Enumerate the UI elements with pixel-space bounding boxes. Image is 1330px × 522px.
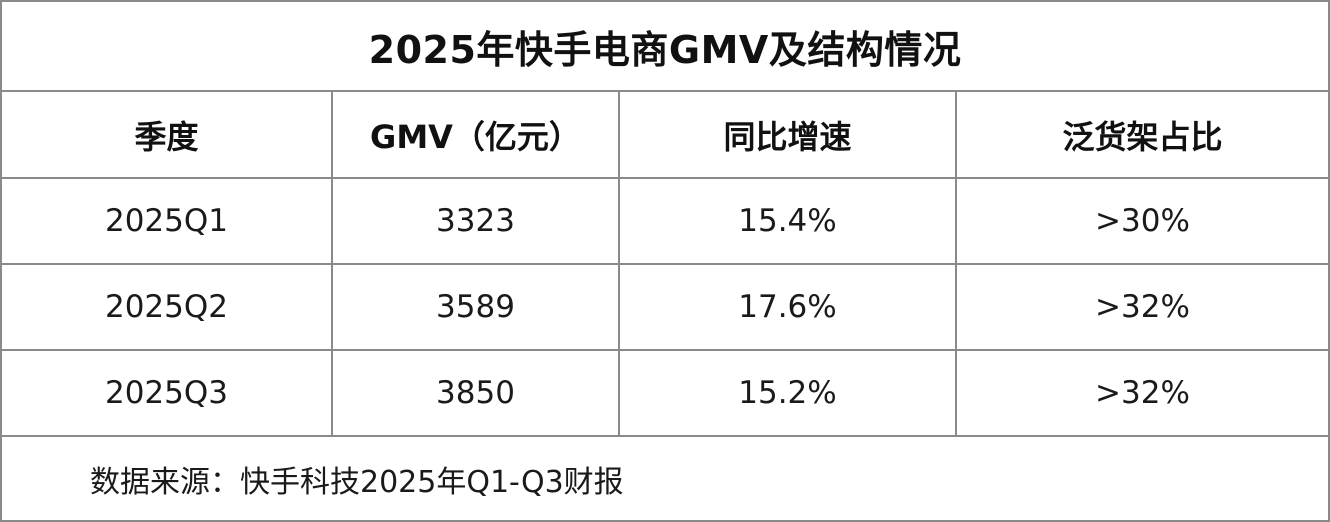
cell-yoy-growth: 17.6%	[619, 264, 957, 351]
cell-yoy-growth: 15.4%	[619, 178, 957, 265]
gmv-table: 季度 GMV（亿元） 同比增速 泛货架占比 2025Q1 3323 15.4% …	[2, 92, 1328, 437]
header-quarter: 季度	[2, 92, 333, 179]
cell-shelf-share: >30%	[956, 178, 1328, 265]
table-row: 2025Q1 3323 15.4% >30%	[2, 178, 1328, 265]
table-row: 2025Q3 3850 15.2% >32%	[2, 350, 1328, 437]
cell-shelf-share: >32%	[956, 264, 1328, 351]
cell-quarter: 2025Q2	[2, 264, 333, 351]
header-gmv: GMV（亿元）	[332, 92, 620, 179]
cell-quarter: 2025Q3	[2, 350, 333, 437]
table-row: 2025Q2 3589 17.6% >32%	[2, 264, 1328, 351]
cell-yoy-growth: 15.2%	[619, 350, 957, 437]
cell-shelf-share: >32%	[956, 350, 1328, 437]
cell-quarter: 2025Q1	[2, 178, 333, 265]
data-source-note: 数据来源：快手科技2025年Q1-Q3财报	[90, 464, 624, 500]
cell-gmv: 3323	[332, 178, 620, 265]
table-title: 2025年快手电商GMV及结构情况	[2, 2, 1328, 92]
cell-gmv: 3850	[332, 350, 620, 437]
header-shelf-share: 泛货架占比	[956, 92, 1328, 179]
header-row: 季度 GMV（亿元） 同比增速 泛货架占比	[2, 92, 1328, 179]
header-yoy-growth: 同比增速	[619, 92, 957, 179]
cell-gmv: 3589	[332, 264, 620, 351]
